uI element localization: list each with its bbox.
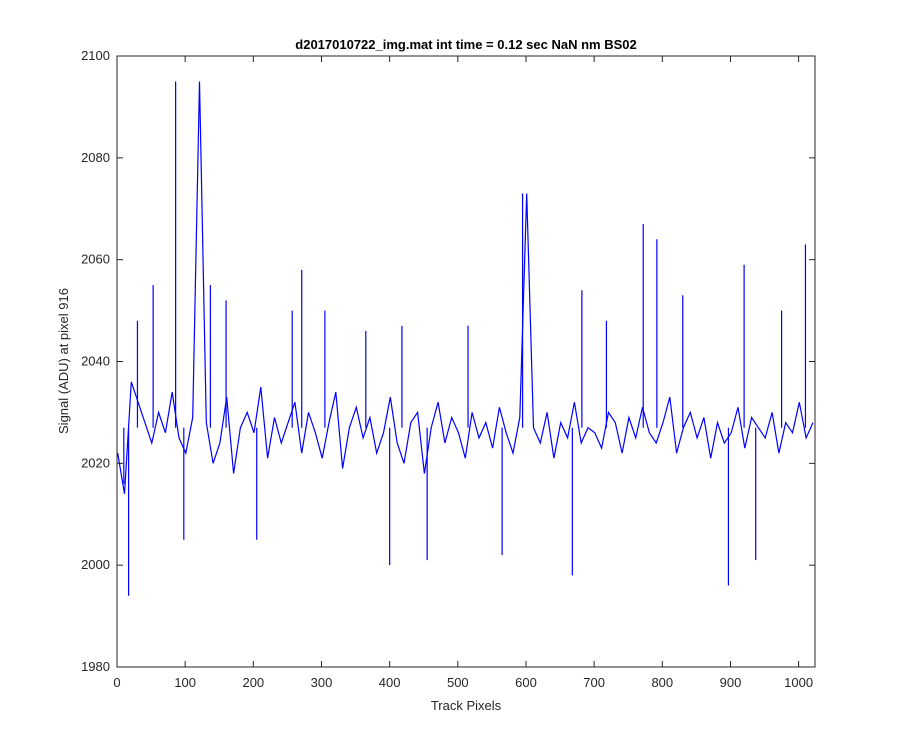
- x-axis-label: Track Pixels: [431, 698, 502, 713]
- y-tick-label: 2020: [81, 455, 110, 470]
- y-tick-label: 2040: [81, 354, 110, 369]
- y-tick-label: 2080: [81, 150, 110, 165]
- x-tick-label: 900: [720, 675, 742, 690]
- x-axis: 0 100 200 300 400 500 600 700 800 900 1000: [113, 56, 813, 690]
- y-tick-label: 2000: [81, 557, 110, 572]
- x-tick-label: 600: [515, 675, 537, 690]
- x-tick-label: 700: [583, 675, 605, 690]
- y-tick-label: 2060: [81, 252, 110, 267]
- y-tick-label: 1980: [81, 659, 110, 674]
- peak-markers: [123, 81, 807, 596]
- y-axis: 1980 2000 2020 2040 2060 2080 2100: [81, 48, 815, 674]
- x-tick-label: 800: [651, 675, 673, 690]
- x-tick-label: 500: [447, 675, 469, 690]
- signal-series-line: [117, 81, 814, 494]
- series-layer: [117, 81, 814, 494]
- y-axis-label: Signal (ADU) at pixel 916: [56, 288, 71, 434]
- x-tick-label: 300: [311, 675, 333, 690]
- x-tick-label: 200: [242, 675, 264, 690]
- y-tick-label: 2100: [81, 48, 110, 63]
- plot-area: [116, 55, 816, 668]
- x-tick-label: 400: [379, 675, 401, 690]
- x-tick-label: 0: [113, 675, 120, 690]
- x-tick-label: 100: [174, 675, 196, 690]
- chart-title: d2017010722_img.mat int time = 0.12 sec …: [295, 37, 636, 52]
- x-tick-label: 1000: [784, 675, 813, 690]
